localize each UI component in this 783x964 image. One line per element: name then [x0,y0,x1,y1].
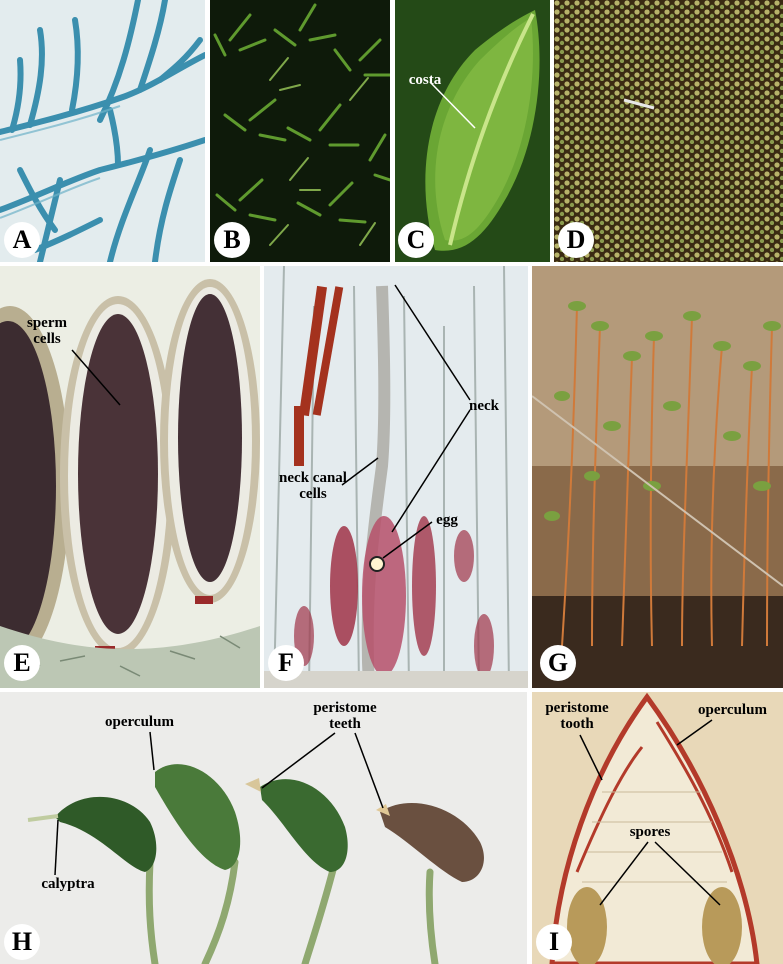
panel-g-label: G [540,645,576,681]
panel-h-capsules-image [0,692,527,964]
sperm-cells-label: sperm cells [12,315,82,347]
peristome-teeth-line1: peristome [313,700,377,716]
neck-canal-label-line1: neck canal [279,470,347,486]
neck-canal-cells-label: neck canal cells [268,470,358,502]
panel-a-label: A [4,222,40,258]
panel-i-label: I [536,924,572,960]
panel-e-label: E [4,645,40,681]
neck-canal-label-line2: cells [299,486,327,502]
calyptra-label: calyptra [41,876,95,892]
panel-b-label: B [214,222,250,258]
panel-c-label: C [398,222,434,258]
panel-h-label: H [4,924,40,960]
panel-g-sporophytes-image [532,266,783,688]
neck-label: neck [469,398,499,414]
sperm-label-line1: sperm [27,315,67,331]
peristome-tooth-line1: peristome [545,700,609,716]
panel-f-label: F [268,645,304,681]
peristome-tooth-label: peristome tooth [537,700,617,732]
sperm-label-line2: cells [33,331,61,347]
panel-c-leaf-image [395,0,550,262]
egg-label: egg [436,512,458,528]
panel-b-gametophyte-image [210,0,390,262]
peristome-teeth-line2: teeth [329,716,361,732]
costa-label: costa [408,72,442,88]
peristome-teeth-label: peristome teeth [300,700,390,732]
panel-a-protonema-image [0,0,205,262]
panel-d-label: D [558,222,594,258]
spores-label: spores [629,824,671,840]
panel-d-sporophyte-field-image [554,0,783,262]
operculum-label-i: operculum [698,702,767,718]
operculum-label-h: operculum [105,714,174,730]
peristome-tooth-line2: tooth [560,716,594,732]
